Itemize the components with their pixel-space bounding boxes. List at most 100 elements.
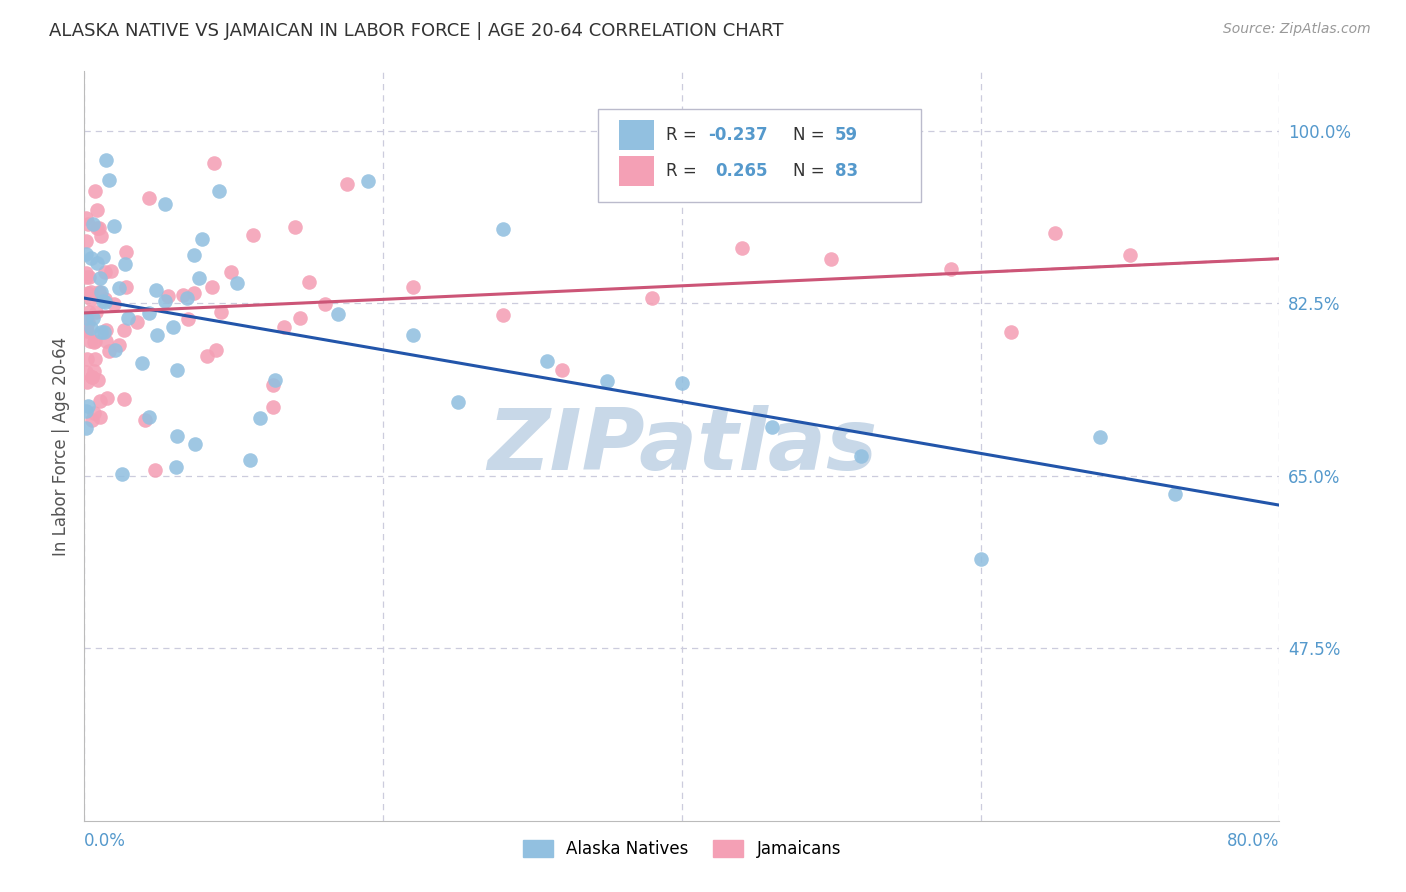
Point [83,406,105,420]
Point [104,343,127,357]
Point [402,279,425,293]
Bar [619,120,654,150]
Point [143,463,166,477]
Point [83,352,105,367]
Point [1164,487,1187,501]
Point [98,344,121,359]
Point [94,292,117,306]
Point [153,197,176,211]
Point [103,297,125,311]
Point [125,315,148,329]
Text: R =: R = [666,162,707,180]
Point [551,363,574,377]
Point [263,373,285,387]
Point [112,322,135,336]
Text: 80.0%: 80.0% [1227,832,1279,850]
Point [145,283,167,297]
Point [290,310,312,325]
Point [447,394,470,409]
Point [86,256,108,270]
Point [134,413,156,427]
Point [77,305,100,319]
Point [536,353,558,368]
Text: ZIPatlas: ZIPatlas [486,404,877,488]
Point [851,449,873,463]
Point [209,305,232,319]
Point [731,241,754,255]
Point [79,270,101,285]
Point [188,271,211,285]
Text: 59: 59 [835,126,858,144]
Point [94,323,117,337]
Point [177,312,200,326]
Point [90,325,112,339]
Point [153,293,176,308]
Point [86,221,108,235]
Point [184,436,207,450]
Point [84,305,107,319]
Point [80,370,103,384]
Point [239,453,262,467]
Point [138,191,160,205]
Point [165,459,187,474]
Point [76,324,98,338]
Point [75,365,97,379]
Point [117,311,139,326]
Point [80,251,103,265]
Point [75,320,97,334]
Point [115,279,138,293]
Point [176,291,198,305]
Point [195,349,218,363]
Point [89,393,111,408]
Point [297,275,319,289]
Point [75,322,97,336]
Point [131,356,153,370]
Point [94,334,117,348]
Point [91,294,114,309]
Point [75,404,97,418]
Point [76,246,98,260]
FancyBboxPatch shape [599,109,921,202]
Point [90,285,112,299]
Point [166,429,188,443]
Point [83,363,105,377]
Point [89,271,111,285]
Text: Source: ZipAtlas.com: Source: ZipAtlas.com [1223,22,1371,37]
Point [93,325,115,339]
Point [80,321,103,335]
Point [761,420,783,434]
Point [205,343,228,358]
Point [108,281,131,295]
Point [75,310,97,325]
Point [641,291,664,305]
Point [89,285,111,299]
Point [114,257,136,271]
Point [1090,430,1112,444]
Point [84,184,107,198]
Text: 0.0%: 0.0% [84,832,127,850]
Point [221,264,243,278]
Point [262,378,284,392]
Point [75,234,97,248]
Point [273,319,295,334]
Point [107,338,129,352]
Point [76,352,98,367]
Point [596,374,619,388]
Point [98,173,121,187]
Point [79,334,101,348]
Point [183,286,205,301]
Point [208,184,231,198]
Point [402,328,425,343]
Point [191,232,214,246]
Point [357,174,380,188]
Point [77,399,100,413]
Point [80,292,103,306]
Point [83,335,105,350]
Point [172,288,194,302]
Point [83,310,105,325]
Point [100,264,122,278]
Point [138,305,160,319]
Point [75,266,97,280]
Point [820,252,842,266]
Point [80,370,103,384]
